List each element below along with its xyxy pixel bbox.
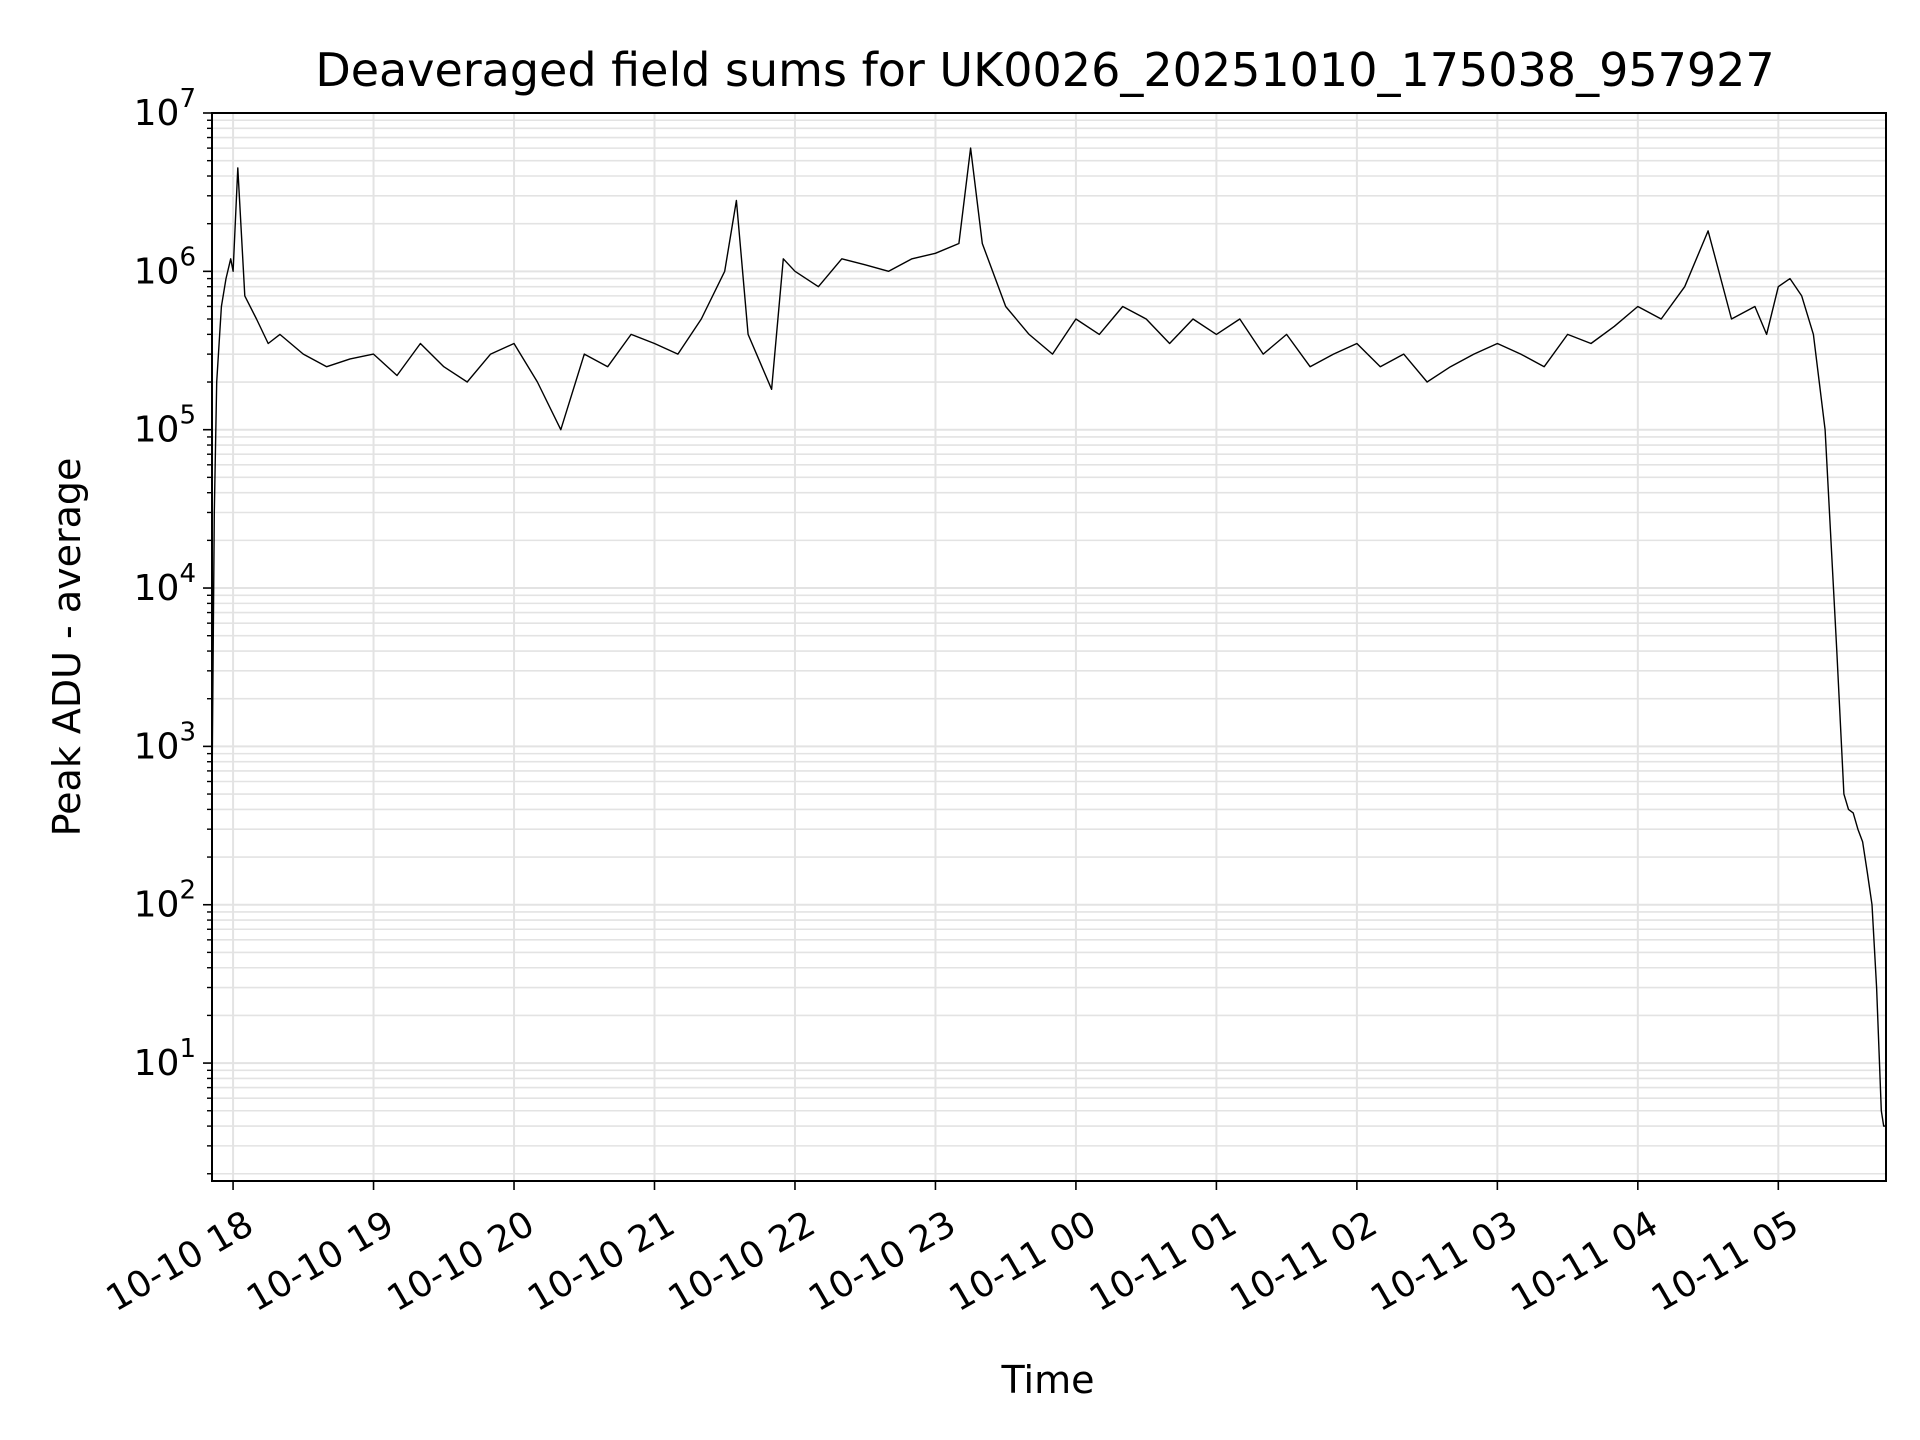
y-tick-label: 102	[134, 876, 196, 926]
y-axis-label: Peak ADU - average	[45, 458, 89, 837]
y-axis-ticks: 101 102 103 104 105 106 107	[134, 84, 212, 1175]
y-tick-label: 106	[134, 242, 196, 292]
y-tick-label: 104	[134, 559, 196, 609]
y-tick-label: 105	[134, 401, 196, 451]
plot-area-frame	[211, 112, 1887, 1182]
grid-lines	[212, 112, 1886, 1181]
x-axis-label: Time	[1001, 1358, 1095, 1402]
series-line	[211, 147, 1886, 1127]
y-tick-label: 107	[134, 84, 196, 134]
y-tick-label: 103	[134, 717, 196, 767]
chart-title: Deaveraged field sums for UK0026_2025101…	[315, 43, 1774, 97]
y-tick-label: 101	[134, 1034, 196, 1084]
